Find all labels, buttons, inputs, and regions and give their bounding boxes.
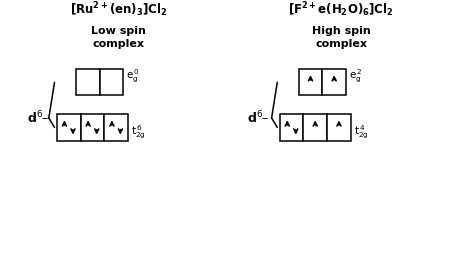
Text: d$^6$–: d$^6$– [247,110,270,126]
Text: e$_\mathrm{g}^{\,0}$: e$_\mathrm{g}^{\,0}$ [126,68,140,85]
Text: High spin
complex: High spin complex [312,26,371,49]
Bar [100,69,123,95]
Text: $\mathbf{[Ru^{2+}(en)_3]Cl_2}$: $\mathbf{[Ru^{2+}(en)_3]Cl_2}$ [70,1,167,19]
Bar [303,114,327,140]
Bar [299,69,322,95]
Bar [327,114,351,140]
Bar [81,114,104,140]
Text: e$_\mathrm{g}^{\,2}$: e$_\mathrm{g}^{\,2}$ [349,68,363,85]
Text: t$_{2\mathrm{g}}^{\,6}$: t$_{2\mathrm{g}}^{\,6}$ [131,124,146,142]
Bar [104,114,128,140]
Text: d$^6$–: d$^6$– [27,110,49,126]
Text: $\mathbf{[F^{2+}e(H_2O)_6]Cl_2}$: $\mathbf{[F^{2+}e(H_2O)_6]Cl_2}$ [288,1,394,19]
Text: Low spin
complex: Low spin complex [91,26,146,49]
Bar [280,114,303,140]
Bar [57,114,81,140]
Text: t$_{2\mathrm{g}}^{\,4}$: t$_{2\mathrm{g}}^{\,4}$ [354,124,368,142]
Bar [76,69,100,95]
Bar [322,69,346,95]
